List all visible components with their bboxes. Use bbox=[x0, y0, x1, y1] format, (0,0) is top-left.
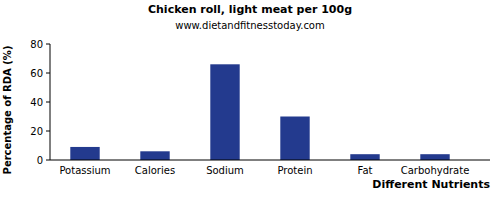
subtitle: www.dietandfitnesstoday.com bbox=[175, 20, 324, 31]
bar bbox=[210, 64, 239, 160]
y-tick-label: 40 bbox=[30, 97, 43, 108]
x-axis-label: Different Nutrients bbox=[372, 178, 490, 191]
chart: Chicken roll, light meat per 100g www.die… bbox=[0, 0, 500, 200]
y-tick bbox=[46, 44, 50, 45]
x-axis bbox=[50, 160, 490, 161]
y-tick-label: 60 bbox=[30, 68, 43, 79]
x-tick-label: Potassium bbox=[59, 165, 110, 176]
y-tick bbox=[46, 73, 50, 74]
x-tick-label: Sodium bbox=[206, 165, 244, 176]
y-tick bbox=[46, 160, 50, 161]
x-tick-label: Fat bbox=[358, 165, 373, 176]
bar bbox=[280, 117, 309, 161]
title: Chicken roll, light meat per 100g bbox=[148, 3, 352, 16]
x-tick-label: Carbohydrate bbox=[401, 165, 470, 176]
bar bbox=[70, 147, 99, 160]
bar bbox=[420, 154, 449, 160]
y-tick-label: 20 bbox=[30, 126, 43, 137]
bar bbox=[140, 151, 169, 160]
y-tick bbox=[46, 102, 50, 103]
bar bbox=[350, 154, 379, 160]
x-tick-label: Protein bbox=[277, 165, 312, 176]
y-tick-label: 0 bbox=[37, 155, 43, 166]
bars bbox=[70, 64, 449, 160]
y-axis-label: Percentage of RDA (%) bbox=[2, 46, 13, 175]
y-tick bbox=[46, 131, 50, 132]
x-tick-label: Calories bbox=[135, 165, 175, 176]
y-tick-label: 80 bbox=[30, 39, 43, 50]
